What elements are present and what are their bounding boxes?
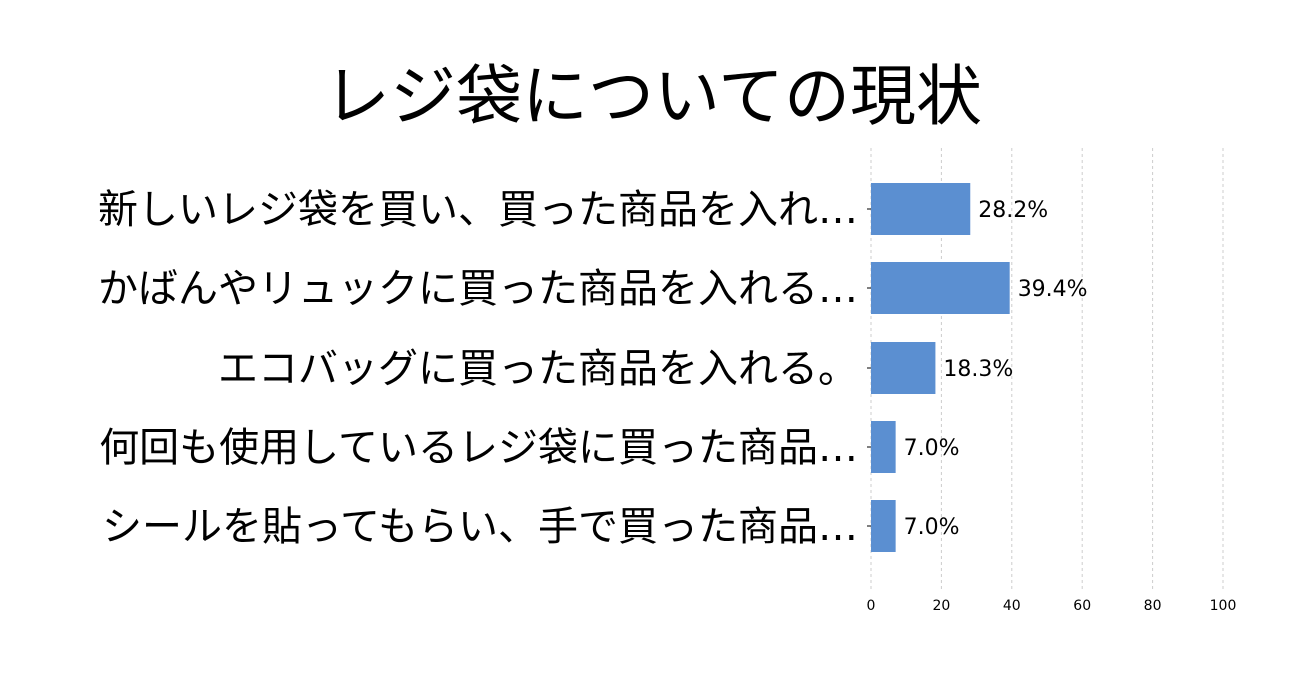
category-label: 新しいレジ袋を買い、買った商品を入れ…: [98, 187, 858, 233]
bar: [871, 342, 936, 394]
category-label: シールを貼ってもらい、手で買った商品…: [102, 504, 858, 550]
data-label: 7.0%: [904, 436, 960, 461]
chart-title: レジ袋についての現状: [323, 58, 983, 135]
x-tick-label: 80: [1144, 598, 1162, 614]
category-label: エコバッグに買った商品を入れる。: [218, 346, 858, 392]
data-label: 28.2%: [978, 198, 1048, 223]
bar: [871, 421, 896, 473]
data-label: 7.0%: [904, 515, 960, 540]
bar: [871, 500, 896, 552]
x-tick-label: 60: [1073, 598, 1091, 614]
category-label: かばんやリュックに買った商品を入れる…: [98, 266, 858, 312]
data-label: 18.3%: [943, 357, 1013, 382]
bars: [871, 183, 1010, 552]
data-label: 39.4%: [1018, 277, 1088, 302]
bar: [871, 183, 971, 235]
x-tick-label: 40: [1003, 598, 1021, 614]
x-tick-label: 20: [932, 598, 950, 614]
labels: 0 20 40 60 80 100 28.2% 新しいレジ袋を買い、買った商品を入れ… 39.4…: [98, 187, 1236, 614]
bar: [871, 262, 1010, 314]
category-label: 何回も使用しているレジ袋に買った商品…: [99, 425, 858, 471]
x-tick-label: 100: [1210, 598, 1237, 614]
x-tick-label: 0: [867, 598, 876, 614]
